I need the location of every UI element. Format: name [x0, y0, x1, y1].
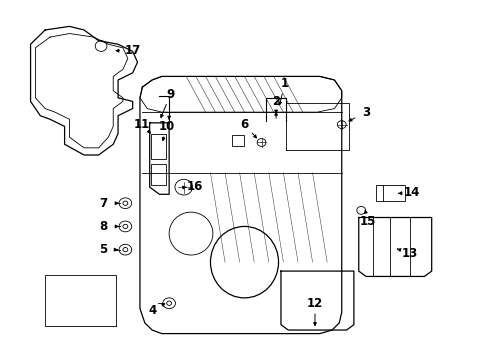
Text: 9: 9	[166, 88, 174, 101]
Text: 12: 12	[306, 297, 323, 310]
Text: 17: 17	[124, 44, 141, 57]
Bar	[151, 134, 165, 158]
Text: 7: 7	[99, 197, 107, 210]
Text: 8: 8	[99, 220, 107, 233]
Text: 11: 11	[133, 118, 149, 131]
Text: 5: 5	[99, 243, 107, 256]
Text: 4: 4	[148, 304, 156, 317]
Bar	[232, 135, 244, 146]
Text: 3: 3	[361, 105, 369, 119]
Bar	[151, 164, 165, 185]
Text: 15: 15	[359, 215, 375, 228]
Text: 13: 13	[401, 247, 417, 260]
Text: 14: 14	[403, 186, 420, 199]
Text: 6: 6	[240, 118, 248, 131]
Text: 10: 10	[158, 120, 175, 133]
Text: 2: 2	[271, 95, 280, 108]
Text: 16: 16	[186, 180, 202, 193]
Text: 1: 1	[280, 77, 288, 90]
Bar	[375, 185, 404, 202]
